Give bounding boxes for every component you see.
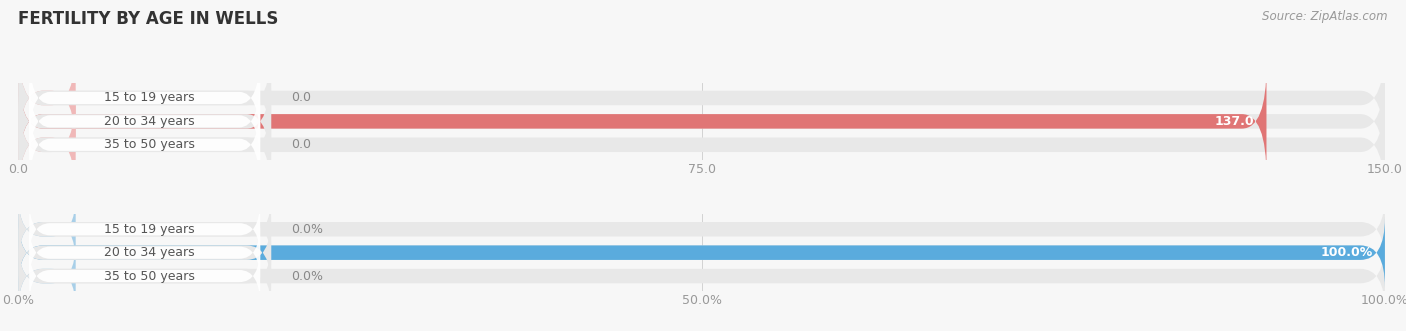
FancyBboxPatch shape <box>18 241 271 311</box>
FancyBboxPatch shape <box>30 223 260 282</box>
FancyBboxPatch shape <box>30 74 260 169</box>
FancyBboxPatch shape <box>18 194 1385 264</box>
FancyBboxPatch shape <box>18 218 1385 288</box>
Text: 0.0: 0.0 <box>291 138 312 151</box>
FancyBboxPatch shape <box>30 200 260 259</box>
FancyBboxPatch shape <box>18 194 271 264</box>
FancyBboxPatch shape <box>30 50 260 146</box>
FancyBboxPatch shape <box>30 97 260 192</box>
Text: FERTILITY BY AGE IN WELLS: FERTILITY BY AGE IN WELLS <box>18 10 278 28</box>
FancyBboxPatch shape <box>18 66 1267 177</box>
FancyBboxPatch shape <box>18 42 76 154</box>
FancyBboxPatch shape <box>18 218 271 288</box>
FancyBboxPatch shape <box>18 42 271 154</box>
FancyBboxPatch shape <box>18 89 1385 201</box>
Text: 0.0: 0.0 <box>291 91 312 105</box>
FancyBboxPatch shape <box>18 218 1385 288</box>
Text: 100.0%: 100.0% <box>1320 246 1372 259</box>
Text: 15 to 19 years: 15 to 19 years <box>104 223 195 236</box>
Text: 20 to 34 years: 20 to 34 years <box>104 246 195 259</box>
Text: 35 to 50 years: 35 to 50 years <box>104 269 195 283</box>
FancyBboxPatch shape <box>18 89 76 201</box>
FancyBboxPatch shape <box>18 66 1385 177</box>
Text: 0.0%: 0.0% <box>291 269 323 283</box>
Text: 0.0%: 0.0% <box>291 223 323 236</box>
Text: Source: ZipAtlas.com: Source: ZipAtlas.com <box>1263 10 1388 23</box>
FancyBboxPatch shape <box>18 89 271 201</box>
FancyBboxPatch shape <box>18 241 76 311</box>
Text: 15 to 19 years: 15 to 19 years <box>104 91 195 105</box>
FancyBboxPatch shape <box>18 66 271 177</box>
Text: 137.0: 137.0 <box>1215 115 1254 128</box>
Text: 20 to 34 years: 20 to 34 years <box>104 115 195 128</box>
FancyBboxPatch shape <box>18 241 1385 311</box>
FancyBboxPatch shape <box>30 246 260 306</box>
FancyBboxPatch shape <box>18 194 76 264</box>
Text: 35 to 50 years: 35 to 50 years <box>104 138 195 151</box>
FancyBboxPatch shape <box>18 42 1385 154</box>
